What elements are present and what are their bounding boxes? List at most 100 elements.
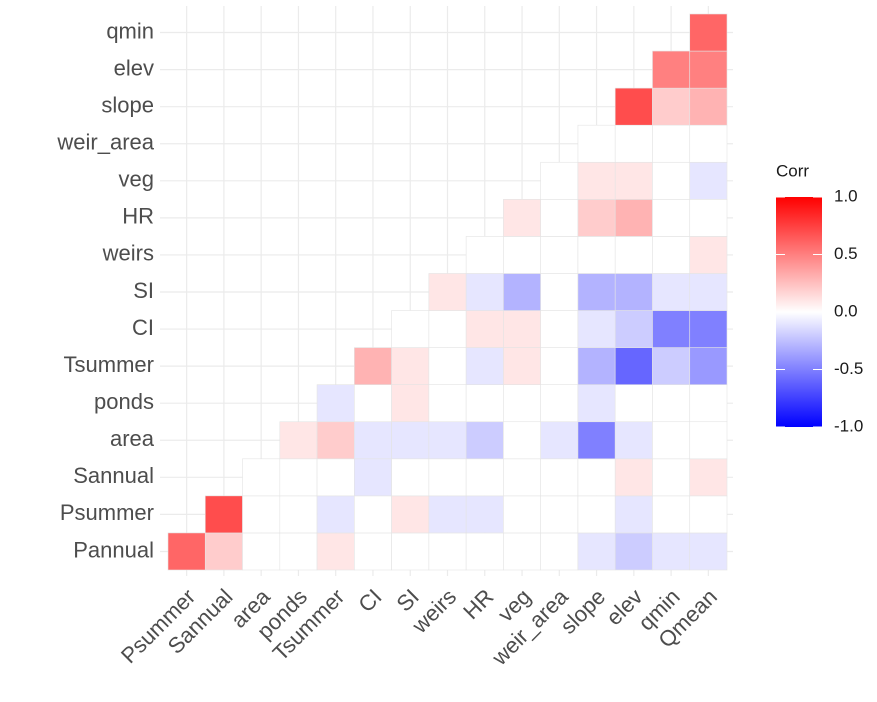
heatmap-cell [503,421,541,460]
heatmap-cell [391,532,430,571]
heatmap-cell [689,384,728,423]
heatmap-cell [428,347,467,385]
colorbar-tick-label: -1.0 [834,416,863,435]
y-tick-label: Sannual [73,463,154,488]
heatmap-cell [391,347,430,385]
heatmap-cell [391,421,430,460]
heatmap-cell [242,495,281,534]
heatmap-cell [540,532,579,571]
heatmap-cell [354,347,392,385]
heatmap-cell [689,310,728,348]
colorbar-tick-label: 0.0 [834,301,858,320]
heatmap-cell [465,532,504,571]
heatmap-cell [614,273,653,311]
heatmap-cell [577,199,616,237]
heatmap-cell [503,273,541,311]
x-tick-label: CI [353,584,386,617]
heatmap-cell [242,532,281,571]
y-tick-label: Tsummer [64,352,154,377]
heatmap-cell [503,236,541,274]
heatmap-cell [354,532,392,571]
heatmap-cell [503,458,541,497]
heatmap-cell [354,384,392,423]
heatmap-cell [540,310,579,348]
heatmap-cell [540,495,579,534]
heatmap-cell [689,124,728,163]
heatmap-cell [689,273,728,311]
heatmap-cell [614,124,653,163]
heatmap-cell [465,347,504,385]
colorbar-tick-label: 0.5 [834,244,858,263]
heatmap-cell [577,273,616,311]
heatmap-cell [614,87,653,126]
heatmap-cell [316,532,355,571]
heatmap-cell [242,458,281,497]
heatmap-cell [614,421,653,460]
heatmap-cell [614,347,653,385]
heatmap-cell [503,495,541,534]
heatmap-cell [428,384,467,423]
y-tick-label: area [110,426,155,451]
y-tick-label: HR [122,204,154,229]
heatmap-cell [614,384,653,423]
heatmap-cell [652,532,691,571]
heatmap-cell [540,384,579,423]
heatmap-cell [689,13,728,52]
heatmap-cell [167,532,206,571]
heatmap-cell [614,532,653,571]
colorbar-tick-label: 1.0 [834,186,858,205]
heatmap-cell [652,273,691,311]
y-tick-label: weir_area [56,130,154,155]
heatmap-cell [614,161,653,200]
heatmap-cell [577,124,616,163]
heatmap-cell [204,495,243,534]
y-tick-label: weirs [102,241,154,266]
heatmap-cell [540,273,579,311]
heatmap-cell [428,273,467,311]
heatmap-cell [391,310,430,348]
heatmap-cell [465,384,504,423]
heatmap-cell [652,458,691,497]
heatmap-cell [614,458,653,497]
heatmap-cell [465,236,504,274]
heatmap-cell [689,495,728,534]
heatmap-cell [577,347,616,385]
heatmap-cell [652,421,691,460]
y-tick-label: slope [101,92,154,117]
heatmap-cell [540,458,579,497]
heatmap-cell [689,199,728,237]
heatmap-cell [652,347,691,385]
heatmap-cell [577,161,616,200]
heatmap-cell [279,532,318,571]
heatmap-cell [428,421,467,460]
heatmap-cell [614,199,653,237]
y-tick-label: CI [132,315,154,340]
heatmap-cell [577,236,616,274]
heatmap-cell [652,310,691,348]
y-tick-label: elev [114,55,154,80]
heatmap-cell [689,161,728,200]
heatmap-cell [577,458,616,497]
heatmap-cell [540,421,579,460]
colorbar-tick-label: -0.5 [834,359,863,378]
y-tick-label: veg [119,167,154,192]
y-tick-label: Pannual [73,537,154,562]
heatmap-cell [354,458,392,497]
heatmap-cell [428,495,467,534]
heatmap-cell [689,458,728,497]
heatmap-cell [503,310,541,348]
heatmap-cell [689,421,728,460]
heatmap-cell [503,384,541,423]
heatmap-cell [279,458,318,497]
heatmap-cell [316,384,355,423]
heatmap-cell [540,199,579,237]
heatmap-cell [577,532,616,571]
heatmap-cell [652,236,691,274]
heatmap-cell [652,124,691,163]
y-tick-label: SI [133,278,154,303]
heatmap-cell [354,421,392,460]
heatmap-cell [279,495,318,534]
heatmap-cell [465,458,504,497]
heatmap-cell [204,532,243,571]
